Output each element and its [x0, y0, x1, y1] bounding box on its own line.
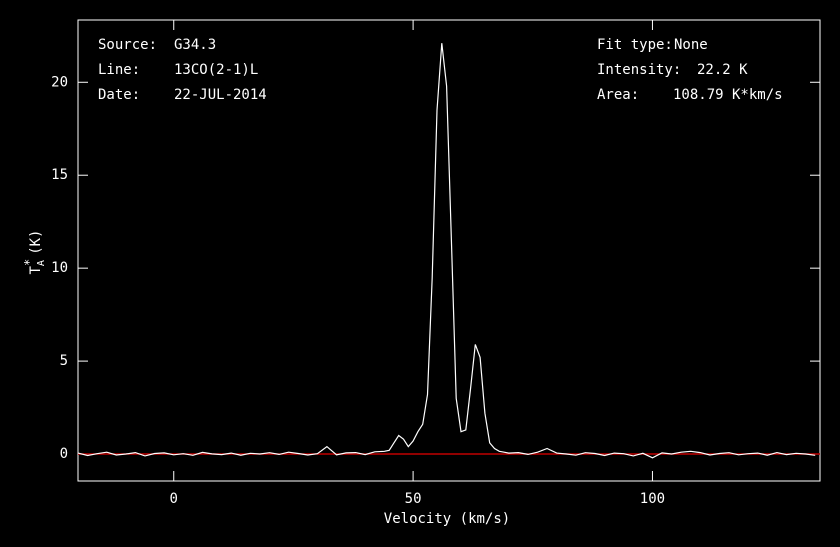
y-axis-label: TA* (K)	[22, 230, 48, 275]
info-label: Fit type:	[597, 37, 673, 53]
info-value: 108.79 K*km/s	[673, 87, 783, 103]
x-tick-label: 0	[170, 491, 178, 507]
info-value: 22.2 K	[697, 62, 748, 78]
y-tick-label: 0	[60, 446, 68, 462]
info-label: Date:	[98, 87, 140, 103]
y-label-base: T	[28, 266, 44, 275]
info-value: G34.3	[174, 37, 216, 53]
info-value: None	[674, 37, 708, 53]
info-label: Area:	[597, 87, 639, 103]
info-label: Intensity:	[597, 62, 681, 78]
info-value: 13CO(2-1)L	[174, 62, 258, 78]
info-label: Source:	[98, 37, 157, 53]
info-label: Line:	[98, 62, 140, 78]
y-tick-label: 20	[51, 74, 68, 90]
spectrum-line	[77, 43, 816, 459]
x-axis-label: Velocity (km/s)	[384, 511, 510, 527]
x-tick-label: 50	[405, 491, 422, 507]
info-value: 22-JUL-2014	[174, 87, 267, 103]
y-label-sup: *	[22, 259, 36, 266]
y-tick-label: 10	[51, 260, 68, 276]
plot-frame	[77, 19, 821, 482]
x-tick-label: 100	[640, 491, 665, 507]
y-label-sub: A	[36, 260, 47, 266]
y-tick-label: 5	[60, 353, 68, 369]
y-label-unit: (K)	[28, 230, 44, 255]
y-tick-label: 15	[51, 167, 68, 183]
